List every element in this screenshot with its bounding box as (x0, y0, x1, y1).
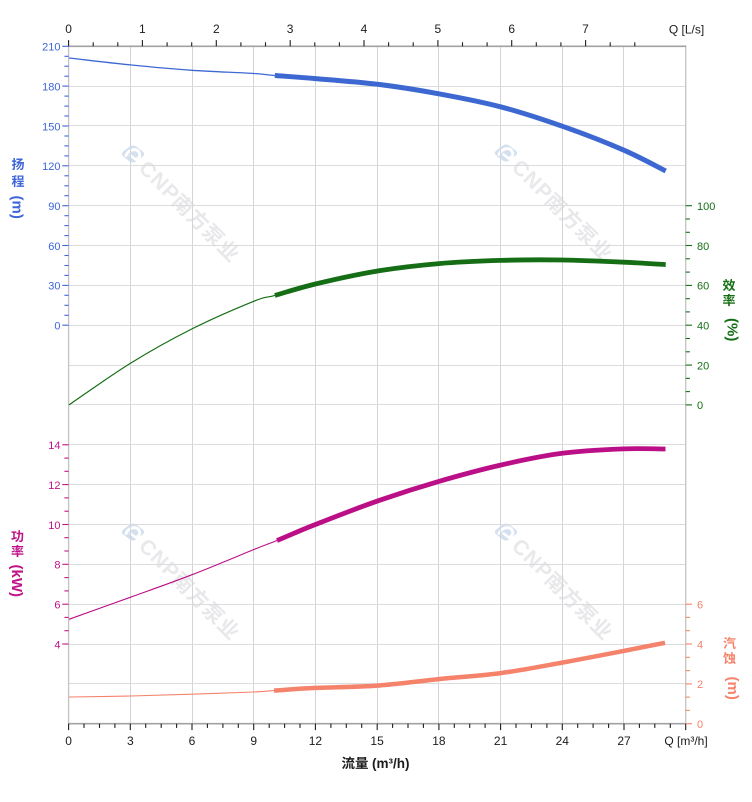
svg-text:40: 40 (697, 321, 709, 333)
svg-text:2: 2 (697, 679, 703, 691)
svg-text:12: 12 (309, 734, 323, 748)
svg-text:21: 21 (494, 734, 508, 748)
svg-text:(m³/h): (m³/h) (372, 756, 410, 771)
svg-text:(%): (%) (724, 318, 741, 341)
svg-text:3: 3 (287, 22, 294, 36)
svg-text:6: 6 (508, 22, 515, 36)
svg-text:6: 6 (697, 600, 703, 612)
svg-text:7: 7 (582, 22, 589, 36)
svg-text:4: 4 (54, 639, 60, 651)
svg-text:0: 0 (697, 719, 703, 731)
svg-text:0: 0 (697, 400, 703, 412)
svg-text:80: 80 (697, 241, 709, 253)
svg-text:0: 0 (65, 22, 72, 36)
svg-text:5: 5 (435, 22, 442, 36)
svg-text:27: 27 (617, 734, 631, 748)
svg-text:10: 10 (48, 520, 60, 532)
svg-text:15: 15 (370, 734, 384, 748)
svg-text:210: 210 (42, 42, 60, 54)
svg-text:1: 1 (139, 22, 146, 36)
svg-text:30: 30 (48, 281, 60, 293)
svg-text:90: 90 (48, 201, 60, 213)
svg-text:60: 60 (697, 281, 709, 293)
svg-text:18: 18 (432, 734, 446, 748)
svg-text:6: 6 (189, 734, 196, 748)
svg-text:6: 6 (54, 600, 60, 612)
svg-text:3: 3 (127, 734, 134, 748)
svg-text:4: 4 (697, 639, 703, 651)
svg-text:9: 9 (250, 734, 257, 748)
svg-text:8: 8 (54, 560, 60, 572)
svg-text:60: 60 (48, 241, 60, 253)
svg-text:Q [L/s]: Q [L/s] (669, 23, 704, 37)
svg-text:Q [m³/h]: Q [m³/h] (664, 734, 707, 748)
svg-text:100: 100 (697, 201, 715, 213)
svg-text:2: 2 (213, 22, 220, 36)
svg-text:(m): (m) (9, 196, 26, 219)
svg-text:14: 14 (48, 440, 60, 452)
svg-text:0: 0 (65, 734, 72, 748)
svg-text:150: 150 (42, 121, 60, 133)
svg-text:(m): (m) (724, 677, 741, 700)
svg-text:0: 0 (54, 321, 60, 333)
svg-text:4: 4 (361, 22, 368, 36)
svg-text:120: 120 (42, 161, 60, 173)
svg-text:180: 180 (42, 81, 60, 93)
svg-text:24: 24 (556, 734, 570, 748)
svg-text:12: 12 (48, 480, 60, 492)
svg-text:(kW): (kW) (8, 565, 25, 598)
svg-text:20: 20 (697, 360, 709, 372)
